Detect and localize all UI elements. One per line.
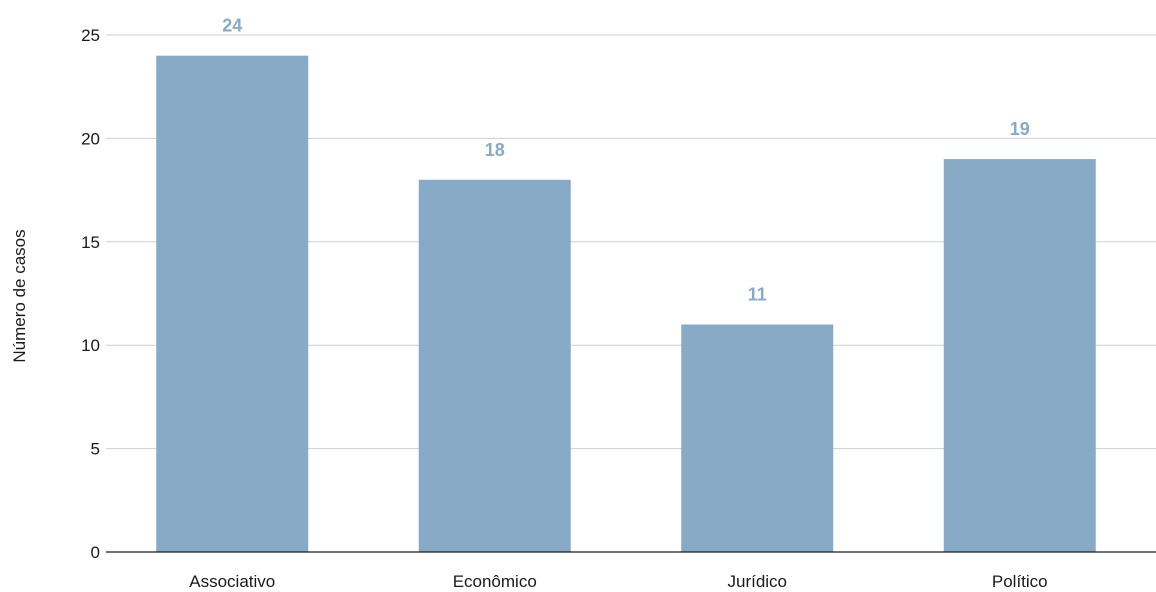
bar-econômico xyxy=(418,179,571,552)
y-tick-label: 5 xyxy=(91,440,100,459)
bar-político xyxy=(943,159,1096,552)
value-label: 11 xyxy=(748,285,767,305)
value-label: 19 xyxy=(1010,119,1030,139)
x-category-label: Jurídico xyxy=(727,572,787,591)
y-tick-label: 25 xyxy=(81,26,100,45)
value-label: 24 xyxy=(222,16,242,36)
bar-associativo xyxy=(156,55,309,553)
y-tick-label: 10 xyxy=(81,336,100,355)
y-tick-label: 20 xyxy=(81,129,100,148)
y-tick-label: 15 xyxy=(81,233,100,252)
labels: 0 5 10 15 20 25 24 Associativo 18 Econômico 11 Jurí… xyxy=(81,16,1048,591)
y-tick-label: 0 xyxy=(91,543,100,562)
bar-jurídico xyxy=(681,324,834,552)
x-category-label: Econômico xyxy=(453,572,537,591)
bars xyxy=(156,55,1096,553)
x-category-label: Político xyxy=(992,572,1048,591)
y-axis-title: Número de casos xyxy=(10,229,29,362)
value-label: 18 xyxy=(485,140,505,160)
x-category-label: Associativo xyxy=(189,572,275,591)
